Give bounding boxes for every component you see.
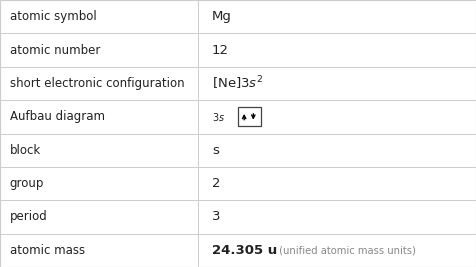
Text: group: group [10,177,44,190]
Text: Mg: Mg [212,10,232,23]
Text: atomic number: atomic number [10,44,100,57]
Text: 2: 2 [212,177,220,190]
Text: 12: 12 [212,44,229,57]
Text: atomic mass: atomic mass [10,244,85,257]
Text: period: period [10,210,47,223]
Text: Aufbau diagram: Aufbau diagram [10,110,105,123]
Text: (unified atomic mass units): (unified atomic mass units) [276,245,416,255]
Text: $\mathrm{[Ne]3}s^{2}$: $\mathrm{[Ne]3}s^{2}$ [212,75,263,92]
Text: block: block [10,144,41,157]
Text: atomic symbol: atomic symbol [10,10,96,23]
Text: 24.305 u: 24.305 u [212,244,277,257]
Text: short electronic configuration: short electronic configuration [10,77,184,90]
Bar [238,107,261,127]
Text: $\mathrm{3}s$: $\mathrm{3}s$ [212,111,225,123]
Text: s: s [212,144,218,157]
Text: 3: 3 [212,210,220,223]
